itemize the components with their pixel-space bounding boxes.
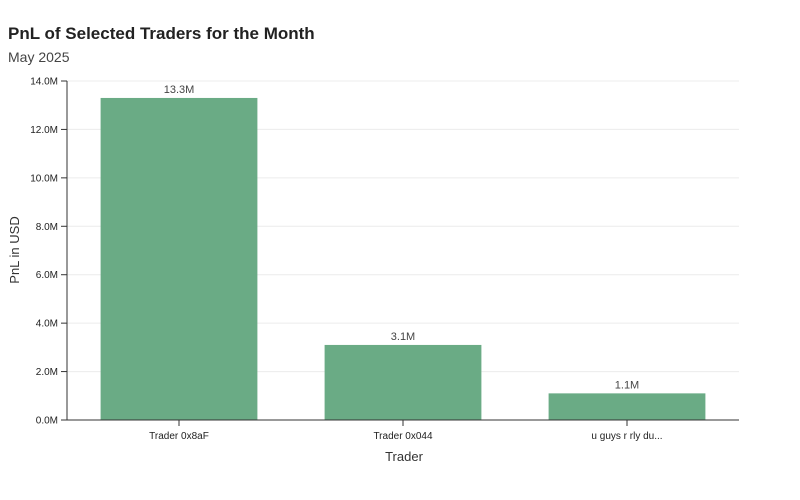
y-tick-label: 10.0M (30, 173, 58, 184)
y-tick-label: 4.0M (36, 319, 58, 330)
bar[interactable] (548, 393, 706, 420)
y-tick-label: 0.0M (36, 416, 58, 427)
y-tick-label: 2.0M (36, 367, 58, 378)
y-tick-label: 14.0M (30, 77, 58, 88)
bar-value-label: 13.3M (164, 84, 195, 96)
y-tick-label: 8.0M (36, 222, 58, 233)
bar-value-label: 1.1M (615, 379, 639, 391)
chart-title: PnL of Selected Traders for the Month (8, 24, 315, 43)
y-axis-title: PnL in USD (7, 216, 22, 283)
bar-layer (100, 97, 706, 420)
bar[interactable] (324, 344, 482, 420)
label-layer: 13.3M 3.1M 1.1M (164, 84, 640, 391)
chart-subtitle: May 2025 (8, 49, 70, 65)
x-axis-title: Trader (385, 449, 423, 464)
x-tick-label: u guys r rly du... (591, 431, 662, 442)
bar[interactable] (100, 97, 258, 420)
bar-value-label: 3.1M (391, 331, 415, 343)
y-tick-label: 12.0M (30, 125, 58, 136)
y-tick-label: 6.0M (36, 270, 58, 281)
x-tick-label: Trader 0x8aF (149, 431, 209, 442)
x-tick-label: Trader 0x044 (373, 431, 433, 442)
axis-layer: 0.0M 2.0M 4.0M 6.0M 8.0M 10.0M 12.0M 14.0M Trade… (30, 77, 739, 442)
